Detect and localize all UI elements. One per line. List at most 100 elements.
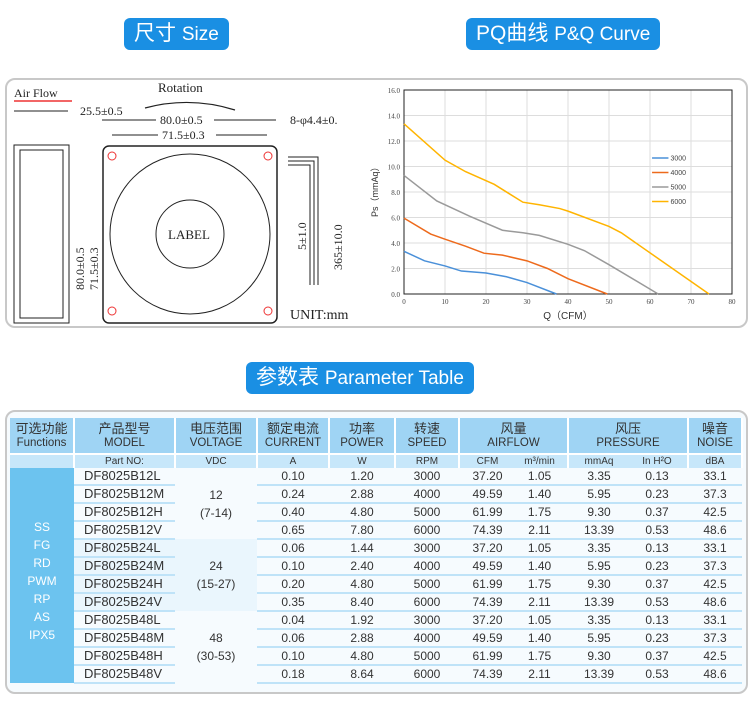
airflow-cell: 49.59 1.40: [459, 629, 568, 648]
speed-cell: 5000: [395, 647, 459, 666]
mmaq-value: 9.30: [587, 505, 611, 519]
y-axis-label: Ps（mmAq）: [370, 162, 380, 217]
model-cell: DF8025B24V: [74, 593, 175, 612]
table-title-en: Parameter Table: [324, 368, 464, 389]
mmaq-value: 9.30: [587, 649, 611, 663]
mmaq-value: 13.39: [583, 667, 615, 681]
current-cell: 0.10: [257, 468, 329, 486]
current-cell: 0.65: [257, 521, 329, 540]
unit-airflow: CFM m³/min: [459, 453, 569, 468]
unit-pressure: mmAq In H²O: [568, 453, 689, 468]
model-cell: DF8025B48V: [74, 665, 175, 684]
header-power: 功率 POWER: [329, 418, 396, 454]
unit-a: A: [257, 453, 330, 468]
voltage-range: (15-27): [196, 577, 236, 591]
label-hub: [155, 199, 225, 269]
x-tick-label: 40: [565, 298, 573, 306]
header-en: AIRFLOW: [487, 436, 540, 449]
mmaq-value: 5.95: [587, 487, 611, 501]
lead-length-dim: 365±10.0: [331, 224, 345, 270]
unit-cfm: CFM: [476, 455, 499, 467]
model-cell: DF8025B12L: [74, 468, 175, 486]
header-en: VOLTAGE: [189, 436, 243, 449]
x-tick-label: 0: [402, 298, 406, 306]
table-row: DF8025B48L 48 (30-53) 0.04 1.92 3000 37.20 1…: [10, 611, 742, 663]
model-cell: DF8025B24L: [74, 539, 175, 558]
header-cn: 可选功能: [15, 420, 68, 436]
unit-m3min: m³/min: [524, 455, 555, 467]
header-functions: 可选功能 Functions: [10, 418, 75, 454]
cfm-value: 37.20: [472, 469, 503, 483]
current-cell: 0.10: [257, 647, 329, 666]
m3min-value: 1.05: [527, 613, 552, 627]
inh2o-value: 0.37: [645, 505, 669, 519]
air-flow-label: Air Flow: [14, 86, 58, 100]
pressure-cell: 9.30 0.37: [568, 647, 688, 666]
x-tick-label: 50: [606, 298, 614, 306]
table-row: DF8025B24V 0.35 8.40 6000 74.39 2.11 13.39…: [10, 593, 742, 612]
voltage-range: (30-53): [196, 649, 236, 663]
pq-title-cn: PQ曲线: [476, 22, 549, 45]
pressure-cell: 9.30 0.37: [568, 503, 688, 522]
header-en: MODEL: [104, 436, 145, 449]
airflow-cell: 61.99 1.75: [459, 503, 568, 522]
inh2o-value: 0.37: [645, 649, 669, 663]
x-tick-label: 60: [647, 298, 655, 306]
header-cn: 转速: [413, 420, 440, 436]
y-tick-label: 0.0: [391, 291, 400, 299]
width-dim: 80.0±0.5: [160, 113, 203, 127]
header-en: PRESSURE: [596, 436, 660, 449]
m3min-value: 1.05: [527, 541, 552, 555]
voltage-value: 48: [209, 631, 223, 645]
power-cell: 1.20: [329, 468, 395, 486]
speed-cell: 3000: [395, 539, 459, 558]
m3min-value: 1.40: [527, 559, 552, 573]
model-cell: DF8025B12M: [74, 485, 175, 504]
header-cn: 噪音: [701, 420, 728, 436]
current-cell: 0.20: [257, 575, 329, 594]
voltage-range: (7-14): [199, 505, 232, 520]
y-tick-label: 8.0: [391, 189, 400, 197]
power-cell: 2.40: [329, 557, 395, 576]
power-cell: 2.88: [329, 629, 395, 648]
pressure-cell: 13.39 0.53: [568, 521, 688, 540]
x-tick-label: 20: [483, 298, 491, 306]
mmaq-value: 13.39: [583, 595, 615, 609]
header-voltage: 电压范围 VOLTAGE: [175, 418, 258, 454]
pressure-cell: 13.39 0.53: [568, 665, 688, 684]
speed-cell: 4000: [395, 485, 459, 504]
cfm-value: 74.39: [472, 595, 503, 609]
inh2o-value: 0.23: [645, 631, 669, 645]
pq-title: PQ曲线 P&Q Curve: [466, 18, 661, 50]
cfm-value: 49.59: [472, 487, 503, 501]
header-cn: 功率: [348, 420, 375, 436]
unit-w: W: [329, 453, 396, 468]
fan-dimension-drawing: Air Flow Rotation 25.5±0.5 80.0±0.5 71.5…: [13, 80, 349, 324]
speed-cell: 4000: [395, 629, 459, 648]
inh2o-value: 0.13: [645, 541, 669, 555]
m3min-value: 2.11: [528, 667, 551, 681]
inh2o-value: 0.13: [645, 469, 669, 483]
power-cell: 4.80: [329, 503, 395, 522]
speed-cell: 6000: [395, 521, 459, 540]
legend-label: 4000: [671, 170, 687, 177]
airflow-cell: 49.59 1.40: [459, 485, 568, 504]
table-row: DF8025B24L 24 (15-27) 0.06 1.44 3000 37.20 1…: [10, 539, 742, 611]
speed-cell: 6000: [395, 665, 459, 684]
function-item: SS: [33, 520, 50, 534]
m3min-value: 2.11: [528, 523, 551, 537]
speed-cell: 6000: [395, 593, 459, 612]
m3min-value: 1.05: [527, 469, 552, 483]
current-cell: 0.04: [257, 611, 329, 630]
function-item: AS: [33, 610, 50, 624]
inh2o-value: 0.53: [645, 595, 669, 609]
function-item: IPX5: [28, 628, 55, 642]
table-title-cn: 参数表: [256, 366, 319, 389]
pressure-cell: 5.95 0.23: [568, 485, 688, 504]
header-cn: 产品型号: [98, 420, 151, 436]
airflow-cell: 49.59 1.40: [459, 557, 568, 576]
airflow-cell: 61.99 1.75: [459, 575, 568, 594]
x-tick-label: 70: [688, 298, 696, 306]
current-cell: 0.24: [257, 485, 329, 504]
x-tick-label: 10: [442, 298, 450, 306]
